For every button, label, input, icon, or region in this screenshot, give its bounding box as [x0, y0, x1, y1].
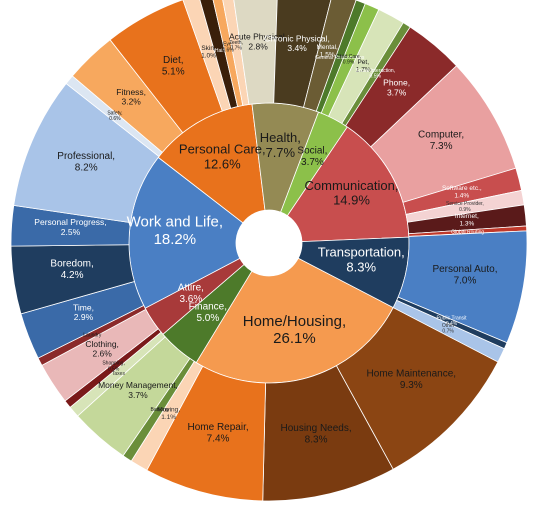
outer-label-public-transit: Public Transit 0.4% [437, 315, 468, 327]
inner-label-transportation: Transportation, 8.3% [318, 244, 405, 274]
outer-label-eye: Eye, 0.6% [222, 42, 234, 54]
outer-label-shopping: Shopping, 0.5% [102, 361, 125, 373]
outer-label-professional: Professional, 8.2% [57, 151, 115, 174]
inner-label-communication: Communication, 14.9% [305, 178, 399, 208]
outer-label-banking: Banking [151, 407, 169, 413]
outer-label-home-repair: Home Repair, 7.4% [187, 422, 248, 445]
outer-label-housing-needs: Housing Needs, 8.3% [280, 423, 351, 446]
outer-label-social-interaction: Social Interaction, 0.5% [355, 68, 395, 80]
outer-label-clothing: Clothing, 2.6% [85, 339, 119, 359]
outer-label-time: Time, 2.9% [73, 302, 94, 322]
outer-label-safety: Safety, 0.6% [107, 110, 122, 122]
outer-label-other: Other 0.7% [442, 323, 455, 335]
outer-label-pet: Pet, 1.7% [356, 59, 371, 73]
inner-label-work-and-life: Work and Life, 18.2% [127, 214, 223, 248]
outer-label-personal-auto: Personal Auto, 7.0% [432, 264, 497, 287]
center-hole [236, 210, 302, 276]
outer-label-diet: Diet, 5.1% [162, 55, 185, 78]
outer-label-personal-progress: Personal Progress, 2.5% [34, 217, 106, 237]
inner-label-home-housing: Home/Housing, 26.1% [243, 313, 346, 347]
outer-label-fitness: Fitness, 3.2% [116, 87, 146, 107]
inner-ring [128, 102, 410, 384]
outer-label-chronic-physical: Chronic Physical, 3.4% [264, 33, 330, 53]
outer-label-taxes: Taxes [112, 371, 126, 377]
inner-label-health: Health, 7.7% [260, 130, 301, 160]
inner-label-finance: Finance, 5.0% [189, 302, 227, 325]
outer-label-internet: Internet, 1.3% [455, 213, 479, 227]
outer-label-moving: Moving, 1.1% [157, 406, 180, 420]
outer-label-mental: Mental, 1.5% [317, 44, 339, 58]
outer-segment-other [392, 299, 505, 363]
outer-ring [10, 0, 528, 502]
outer-label-laundry: Laundry [83, 332, 102, 338]
outer-label-hair: Hair [215, 48, 225, 54]
outer-label-money-management: Money Management, 3.7% [98, 380, 178, 400]
outer-label-phone: Phone, 3.7% [383, 78, 410, 98]
outer-label-software-etc: Software etc., 1.4% [442, 185, 482, 199]
outer-label-acute-physical: Acute Physical, 2.8% [229, 32, 287, 52]
outer-label-skin: Skin, 1.0% [201, 45, 216, 59]
inner-label-personal-care: Personal Care, 12.6% [179, 142, 266, 172]
outer-label-child-care: Child Care, 0.9% [336, 54, 361, 66]
outer-label-global-routing: Global Routing [451, 230, 484, 236]
inner-label-social: Social, 3.7% [297, 146, 327, 169]
outer-label-computer: Computer, 7.3% [418, 130, 464, 153]
outer-label-boredom: Boredom, 4.2% [50, 258, 93, 281]
labels: Home/Housing, 26.1% Finance, 5.0%Attire, 3.6… [34, 32, 497, 446]
outer-label-service-provider: Service Provider, 0.9% [446, 201, 484, 213]
outer-label-home-maintenance: Home Maintenance, 9.3% [367, 369, 457, 392]
outer-label-teeth: Teeth, 0.7% [229, 40, 243, 52]
inner-label-attire: Attire, 3.6% [178, 283, 204, 306]
outer-label-general-relationships: General Relationships [315, 55, 365, 61]
outer-segment-diet [109, 0, 223, 134]
